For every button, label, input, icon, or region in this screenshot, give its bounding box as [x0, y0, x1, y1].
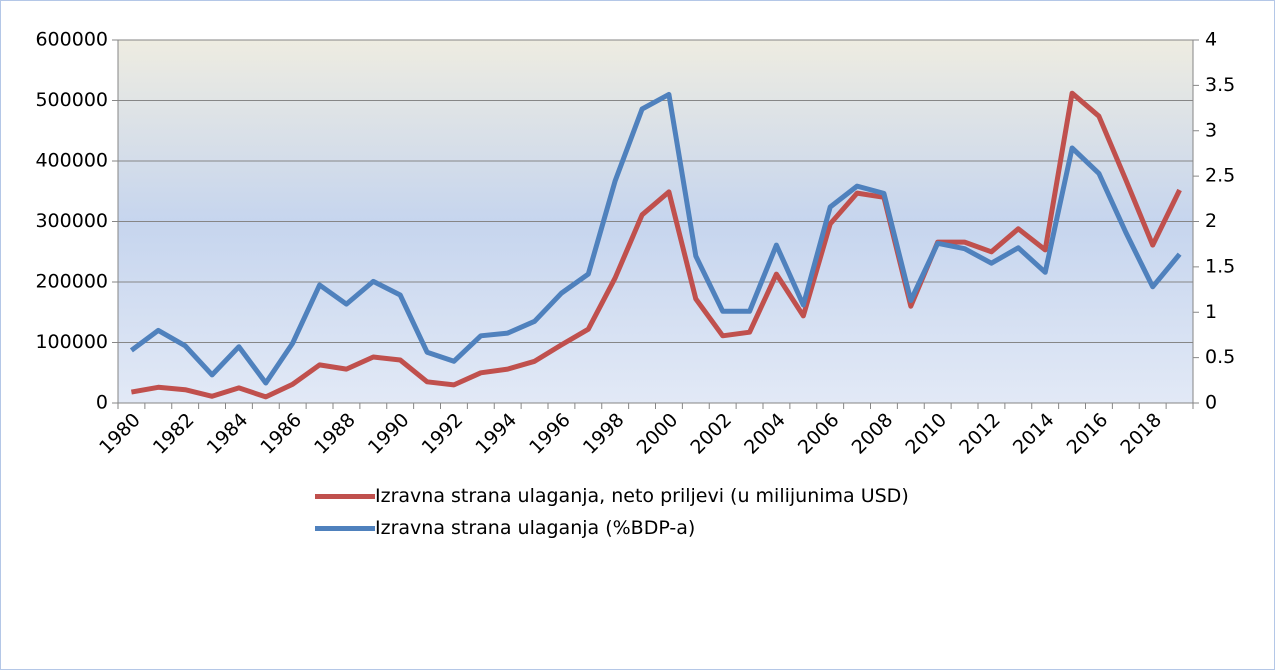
legend: Izravna strana ulaganja, neto priljevi (…	[315, 480, 935, 544]
y-tick-label: 200000	[35, 271, 108, 293]
legend-swatch	[315, 494, 375, 499]
y2-tick-label: 3	[1205, 119, 1217, 141]
y-tick-label: 500000	[35, 89, 108, 111]
legend-item: Izravna strana ulaganja, neto priljevi (…	[315, 480, 935, 512]
y-tick-label: 300000	[35, 210, 108, 232]
y2-tick-label: 0.5	[1205, 346, 1235, 368]
series-line	[129, 91, 1182, 386]
y2-tick-label: 3.5	[1205, 74, 1235, 96]
y2-tick-label: 0	[1205, 392, 1217, 414]
y-tick-label: 0	[96, 392, 108, 414]
legend-label: Izravna strana ulaganja (%BDP-a)	[375, 517, 696, 539]
y2-tick-label: 2.5	[1205, 165, 1235, 187]
legend-item: Izravna strana ulaganja (%BDP-a)	[315, 512, 935, 544]
series-line	[130, 90, 1182, 400]
y2-tick-label: 1	[1205, 301, 1217, 323]
y-tick-label: 600000	[35, 29, 108, 51]
y2-tick-label: 4	[1205, 29, 1217, 51]
y-tick-label: 100000	[35, 331, 108, 353]
legend-label: Izravna strana ulaganja, neto priljevi (…	[375, 485, 909, 507]
y2-tick-label: 2	[1205, 210, 1217, 232]
y2-tick-label: 1.5	[1205, 255, 1235, 277]
legend-swatch	[315, 526, 375, 531]
y-tick-label: 400000	[35, 150, 108, 172]
